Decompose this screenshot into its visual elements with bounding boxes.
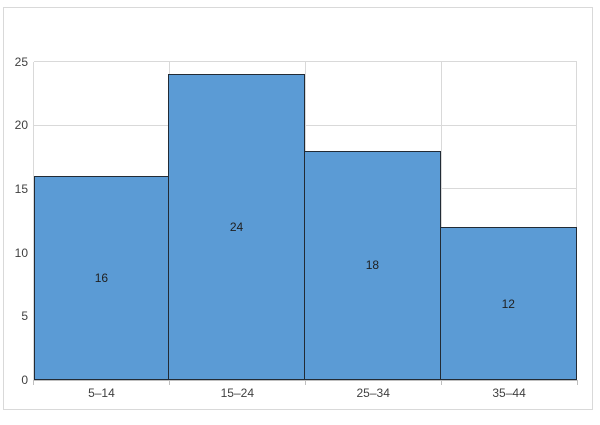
x-tick-label-25–34: 25–34: [356, 386, 390, 400]
x-axis-tick-4: [576, 380, 578, 385]
y-tick-label-15: 15: [14, 181, 28, 196]
bar-5–14[interactable]: 16: [33, 176, 170, 380]
bar-value-label: 16: [94, 271, 109, 286]
gridline-v-3: [440, 61, 442, 380]
x-axis-tick-1: [168, 380, 170, 385]
y-tick-label-0: 0: [21, 373, 28, 387]
bar-15–24[interactable]: 24: [167, 74, 306, 380]
y-tick-label-5: 5: [21, 309, 28, 324]
bar-value-label: 18: [365, 258, 380, 273]
x-axis-tick-0: [33, 380, 34, 385]
bar-25–34[interactable]: 18: [303, 150, 442, 380]
y-tick-label-20: 20: [14, 118, 28, 133]
y-tick-label-25: 25: [14, 54, 28, 69]
bar-value-label: 24: [229, 220, 244, 235]
plot-area: 16 24 18 12: [33, 61, 577, 380]
bar-35–44[interactable]: 12: [439, 227, 577, 380]
x-axis-tick-2: [304, 380, 306, 385]
plot-right-border: [576, 61, 577, 380]
x-tick-label-5–14: 5–14: [88, 386, 115, 400]
bar-value-label: 12: [501, 296, 515, 311]
x-tick-label-15–24: 15–24: [220, 386, 254, 400]
x-tick-label-35–44: 35–44: [492, 386, 526, 400]
x-axis-tick-3: [440, 380, 442, 385]
y-tick-label-10: 10: [14, 245, 28, 260]
